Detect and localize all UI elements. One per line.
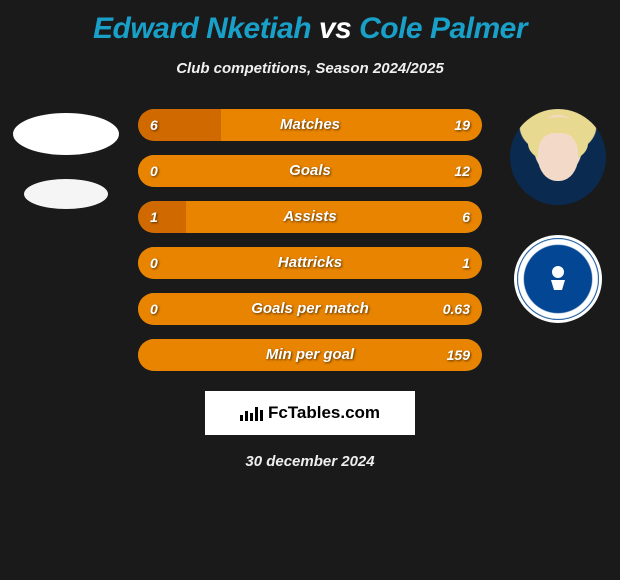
- stat-value-right: 0.63: [443, 293, 470, 325]
- stat-label: Assists: [138, 201, 482, 233]
- stat-label: Goals per match: [138, 293, 482, 325]
- club-badge-icon: [541, 262, 575, 296]
- player-right-name: Cole Palmer: [359, 12, 527, 45]
- subtitle: Club competitions, Season 2024/2025: [0, 60, 620, 77]
- stat-value-left: 0: [150, 293, 158, 325]
- vs-separator: vs: [311, 12, 359, 45]
- stat-label: Matches: [138, 109, 482, 141]
- stat-row: Matches6 19: [138, 109, 482, 141]
- stat-value-right: 159: [447, 339, 470, 371]
- stat-label: Hattricks: [138, 247, 482, 279]
- stats-area: Matches619Goals012Assists16Hattricks01Go…: [0, 109, 620, 379]
- stat-row: Goals per match0 0.63: [138, 293, 482, 325]
- player-left-name: Edward Nketiah: [93, 12, 311, 45]
- left-player-column: [6, 109, 126, 209]
- stat-row: Hattricks0 1: [138, 247, 482, 279]
- chart-icon: [240, 405, 262, 421]
- stat-value-right: 12: [454, 155, 470, 187]
- branding-badge: FcTables.com: [205, 391, 415, 435]
- stat-row: Assists1 6: [138, 201, 482, 233]
- stat-value-right: 19: [454, 109, 470, 141]
- comparison-title: Edward Nketiah vs Cole Palmer: [0, 0, 620, 46]
- branding-text: FcTables.com: [268, 403, 380, 423]
- stat-value-right: 6: [462, 201, 470, 233]
- player-right-club-badge: [514, 235, 602, 323]
- stat-bars: Matches619Goals012Assists16Hattricks01Go…: [138, 109, 482, 385]
- player-right-avatar: [510, 109, 606, 205]
- stat-value-left: 6: [150, 109, 158, 141]
- right-player-column: [504, 109, 612, 323]
- stat-label: Goals: [138, 155, 482, 187]
- comparison-date: 30 december 2024: [0, 453, 620, 470]
- stat-value-left: 0: [150, 155, 158, 187]
- stat-value-right: 1: [462, 247, 470, 279]
- player-left-avatar: [13, 113, 119, 155]
- stat-value-left: 1: [150, 201, 158, 233]
- stat-label: Min per goal: [138, 339, 482, 371]
- stat-row: Min per goal159: [138, 339, 482, 371]
- player-left-club-badge: [24, 179, 108, 209]
- stat-row: Goals0 12: [138, 155, 482, 187]
- stat-value-left: 0: [150, 247, 158, 279]
- avatar-face: [538, 133, 578, 181]
